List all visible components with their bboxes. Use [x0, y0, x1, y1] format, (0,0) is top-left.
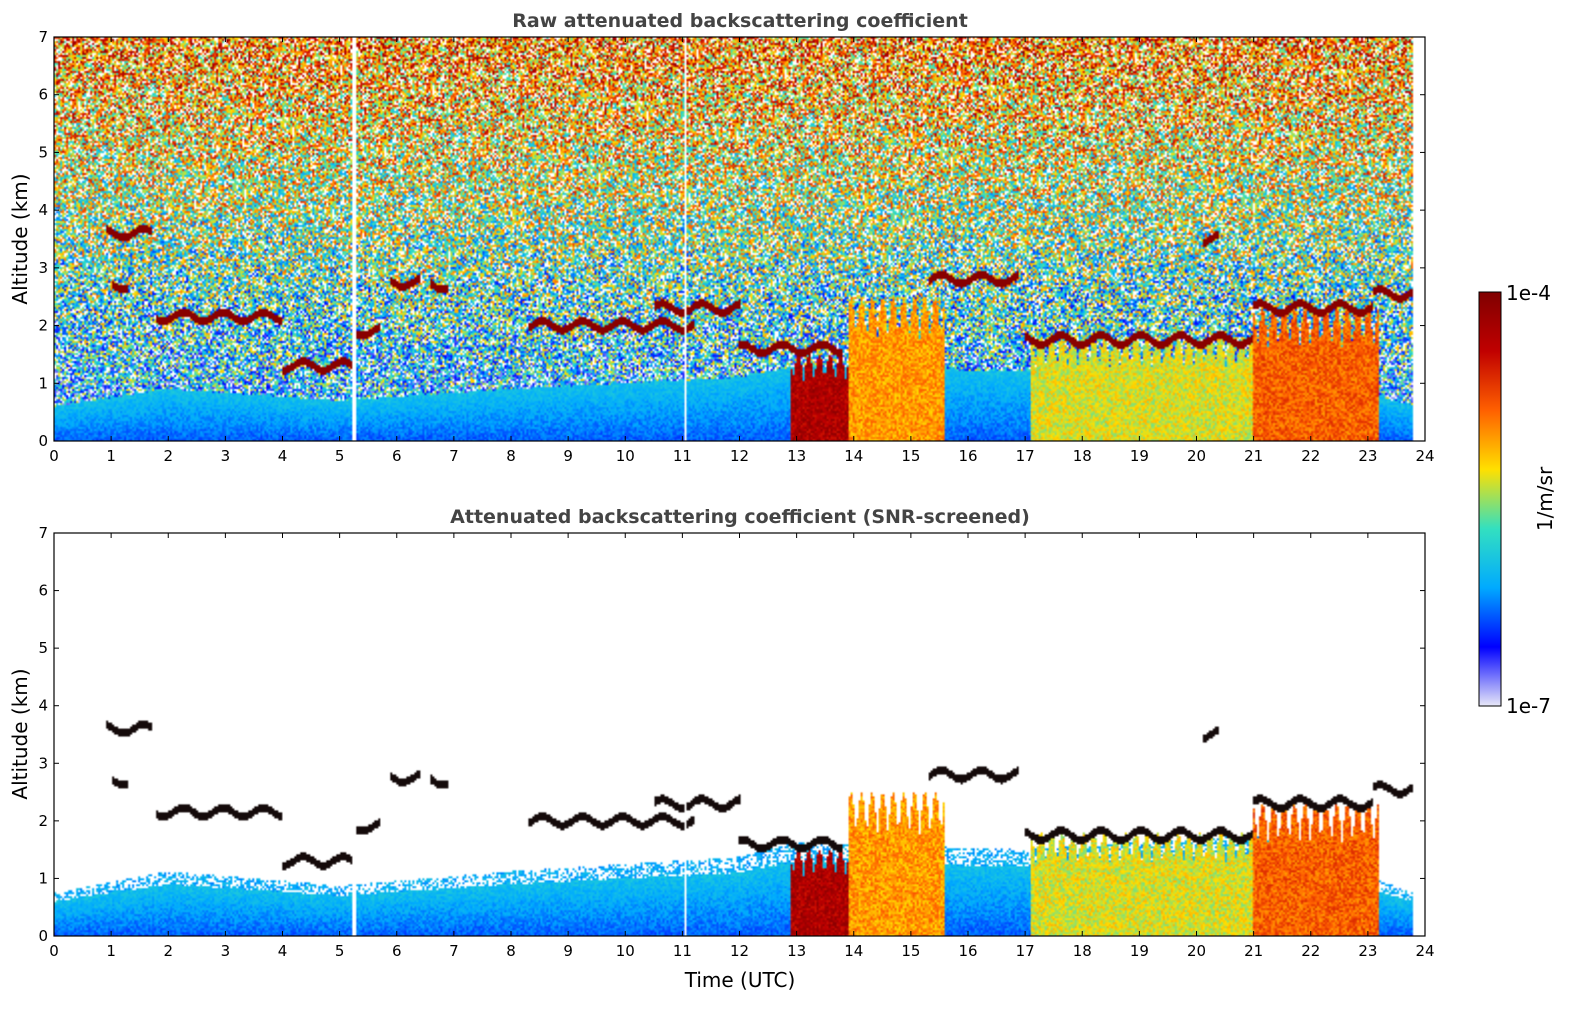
backscatter-heatmap — [54, 533, 1425, 936]
y-tick-label: 4 — [38, 201, 48, 219]
x-tick-label: 1 — [106, 942, 116, 960]
y-axis-label: Altitude (km) — [8, 668, 32, 799]
x-tick-label: 23 — [1358, 447, 1377, 465]
y-axis-ticks: 0 1 2 3 4 5 6 7 — [38, 28, 1425, 450]
y-tick-label: 5 — [38, 639, 48, 657]
colorbar: 1e-4 1e-7 1/m/sr — [1478, 281, 1557, 718]
colorbar-gradient — [1478, 291, 1502, 707]
x-tick-label: 14 — [844, 447, 863, 465]
x-tick-label: 16 — [958, 447, 977, 465]
x-tick-label: 21 — [1244, 942, 1263, 960]
y-tick-label: 1 — [38, 374, 48, 392]
y-tick-label: 7 — [38, 28, 48, 46]
y-tick-label: 6 — [38, 582, 48, 600]
x-tick-label: 11 — [673, 447, 692, 465]
x-tick-label: 3 — [221, 447, 231, 465]
y-tick-label: 4 — [38, 697, 48, 715]
x-tick-label: 18 — [1073, 447, 1092, 465]
colorbar-max-label: 1e-4 — [1506, 281, 1551, 305]
x-tick-label: 5 — [335, 447, 345, 465]
x-tick-label: 14 — [844, 942, 863, 960]
colorbar-min-label: 1e-7 — [1506, 694, 1551, 718]
y-tick-label: 0 — [38, 927, 48, 945]
backscatter-heatmap — [54, 37, 1425, 441]
y-tick-label: 5 — [38, 143, 48, 161]
x-tick-label: 24 — [1415, 942, 1434, 960]
x-tick-label: 9 — [563, 447, 573, 465]
x-tick-label: 13 — [787, 942, 806, 960]
x-tick-label: 17 — [1016, 447, 1035, 465]
x-tick-label: 13 — [787, 447, 806, 465]
panel-title: Raw attenuated backscattering coefficien… — [512, 10, 968, 32]
x-tick-label: 22 — [1301, 942, 1320, 960]
y-tick-label: 6 — [38, 86, 48, 104]
x-tick-label: 2 — [163, 447, 173, 465]
y-axis-label: Altitude (km) — [8, 173, 32, 304]
y-tick-label: 7 — [38, 524, 48, 542]
x-axis-label: Time (UTC) — [684, 968, 796, 992]
x-tick-label: 15 — [901, 447, 920, 465]
x-tick-label: 6 — [392, 942, 402, 960]
x-tick-label: 2 — [163, 942, 173, 960]
x-tick-label: 16 — [958, 942, 977, 960]
colorbar-unit-label: 1/m/sr — [1533, 466, 1557, 531]
x-tick-label: 12 — [730, 447, 749, 465]
x-tick-label: 24 — [1415, 447, 1434, 465]
x-tick-label: 9 — [563, 942, 573, 960]
x-tick-label: 7 — [449, 942, 459, 960]
x-tick-label: 19 — [1130, 942, 1149, 960]
x-tick-label: 3 — [221, 942, 231, 960]
x-tick-label: 4 — [278, 447, 288, 465]
x-tick-label: 23 — [1358, 942, 1377, 960]
x-tick-label: 22 — [1301, 447, 1320, 465]
x-tick-label: 4 — [278, 942, 288, 960]
panel-title: Attenuated backscattering coefficient (S… — [450, 506, 1030, 528]
x-tick-label: 19 — [1130, 447, 1149, 465]
x-tick-label: 21 — [1244, 447, 1263, 465]
y-tick-label: 2 — [38, 812, 48, 830]
y-tick-label: 1 — [38, 869, 48, 887]
x-tick-label: 5 — [335, 942, 345, 960]
x-tick-label: 15 — [901, 942, 920, 960]
y-tick-label: 2 — [38, 317, 48, 335]
y-axis-ticks: 0 1 2 3 4 5 6 7 — [38, 524, 1425, 945]
x-tick-label: 17 — [1016, 942, 1035, 960]
y-tick-label: 3 — [38, 259, 48, 277]
x-tick-label: 10 — [616, 447, 635, 465]
x-tick-label: 7 — [449, 447, 459, 465]
x-axis-ticks: 0 1 2 3 4 5 6 7 8 9 10 11 12 13 14 15 16 17 18 19 20 21 22 23 24 — [49, 533, 1435, 960]
x-axis-ticks: 0 1 2 3 4 5 6 7 8 9 10 11 12 13 14 15 16 17 18 19 20 21 22 23 24 — [49, 37, 1435, 465]
x-tick-label: 1 — [106, 447, 116, 465]
x-tick-label: 18 — [1073, 942, 1092, 960]
x-tick-label: 0 — [49, 447, 59, 465]
x-tick-label: 12 — [730, 942, 749, 960]
y-tick-label: 0 — [38, 432, 48, 450]
raw-backscatter-panel: Raw attenuated backscattering coefficien… — [8, 10, 1435, 465]
snr-screened-panel: Attenuated backscattering coefficient (S… — [8, 506, 1435, 992]
x-tick-label: 20 — [1187, 447, 1206, 465]
x-tick-label: 8 — [506, 447, 516, 465]
x-tick-label: 11 — [673, 942, 692, 960]
y-tick-label: 3 — [38, 754, 48, 772]
x-tick-label: 20 — [1187, 942, 1206, 960]
x-tick-label: 6 — [392, 447, 402, 465]
x-tick-label: 8 — [506, 942, 516, 960]
x-tick-label: 0 — [49, 942, 59, 960]
x-tick-label: 10 — [616, 942, 635, 960]
